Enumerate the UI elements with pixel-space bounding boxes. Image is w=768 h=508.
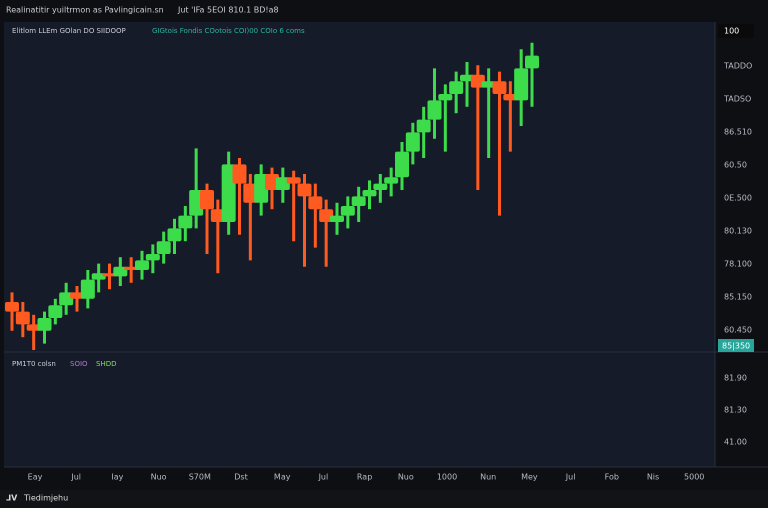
time-label: Fob xyxy=(605,473,619,482)
candle-body xyxy=(330,215,344,222)
header-title: Realinatitir yuiltrmon as Pavlingicain.s… xyxy=(6,6,164,15)
candle-body xyxy=(514,68,529,101)
candle-body xyxy=(351,196,366,206)
candle-body xyxy=(167,228,182,242)
candle-body xyxy=(340,206,355,216)
candle-body xyxy=(460,74,474,82)
candle-body xyxy=(5,302,19,312)
candle-body xyxy=(243,183,258,203)
price-label: TADDO xyxy=(723,62,752,71)
price-label: 60.450 xyxy=(724,326,752,335)
time-label: Iay xyxy=(111,473,123,482)
time-label: Nun xyxy=(480,473,496,482)
time-label: Nis xyxy=(647,473,659,482)
volume-axis-label: 81.30 xyxy=(724,406,747,415)
candle-body xyxy=(373,183,388,190)
candle-body xyxy=(254,174,269,203)
price-label: 80.130 xyxy=(724,227,752,236)
candle-body xyxy=(59,292,74,306)
header-info: Jut 'IFa 5EOI 810.1 BD!a8 xyxy=(177,6,279,15)
candle-body xyxy=(275,177,290,190)
legend-studies: GIGtois Fondis COotois COI)00 COIo 6 com… xyxy=(152,27,305,35)
candle-body xyxy=(265,174,279,190)
candle-body xyxy=(80,279,95,299)
footer-bar xyxy=(0,490,768,508)
candle-body xyxy=(416,119,431,133)
time-label: Jul xyxy=(565,473,576,482)
candle-body xyxy=(481,81,496,88)
time-label: Jul xyxy=(318,473,329,482)
candle-body xyxy=(470,74,485,88)
candle-body xyxy=(362,190,377,197)
top-price: 100 xyxy=(724,27,739,36)
price-label: 86.510 xyxy=(724,128,752,137)
candle-body xyxy=(91,273,106,280)
price-label: 85.150 xyxy=(724,293,752,302)
candle-body xyxy=(113,266,128,277)
candle-body xyxy=(210,209,225,222)
time-label: 5000 xyxy=(684,473,704,482)
price-label: 60.50 xyxy=(724,161,747,170)
time-label: Nuo xyxy=(398,473,414,482)
candle-body xyxy=(48,305,63,318)
candle-body xyxy=(395,151,409,178)
candle-body xyxy=(221,164,236,222)
candle-body xyxy=(286,177,301,184)
time-label: May xyxy=(274,473,291,482)
candle-body xyxy=(135,260,149,270)
time-label: Eay xyxy=(28,473,43,482)
time-label: Nuo xyxy=(151,473,167,482)
volume-value-a: SOIO xyxy=(70,360,88,368)
candle-body xyxy=(189,190,204,216)
candle-body xyxy=(427,100,442,120)
volume-axis-label: 81.90 xyxy=(724,374,747,383)
candle-body xyxy=(525,55,539,69)
time-label: Dst xyxy=(234,473,247,482)
last-price: 85|350 xyxy=(722,342,750,351)
chart-area xyxy=(4,22,715,467)
candle-body xyxy=(405,132,420,152)
candle-body xyxy=(308,196,323,210)
candle-body xyxy=(449,81,464,94)
candle-body xyxy=(178,215,193,229)
price-label: 0E.500 xyxy=(724,194,752,203)
footer-logo: ⅃ᐯ xyxy=(6,494,18,503)
candle-body xyxy=(70,292,84,299)
volume-label: PM1T0 colsn xyxy=(12,360,56,368)
candle-body xyxy=(15,311,30,325)
candle-body xyxy=(26,324,41,331)
candle-body xyxy=(200,190,214,210)
time-label: Jul xyxy=(70,473,81,482)
candle-body xyxy=(438,94,453,101)
candle-body xyxy=(384,177,399,184)
candle-body xyxy=(297,183,312,197)
last-price-box xyxy=(718,339,754,352)
candle-body xyxy=(232,164,247,184)
price-label: TADSO xyxy=(723,95,751,104)
time-label: 1000 xyxy=(437,473,457,482)
price-label: 78.100 xyxy=(724,260,752,269)
footer-brand: Tiedimjehu xyxy=(23,494,68,503)
candle-body xyxy=(492,81,507,94)
legend-symbol: Elitlom LLEm GOlan DO SIIDOOP xyxy=(12,27,126,35)
candle-body xyxy=(145,254,160,261)
candle-body xyxy=(102,273,117,277)
candle-body xyxy=(37,318,52,331)
candle-body xyxy=(503,94,518,101)
time-label: Rap xyxy=(357,473,372,482)
top-price-box xyxy=(718,24,754,38)
time-label: Mey xyxy=(521,473,538,482)
candle-body xyxy=(319,209,334,222)
candle-body xyxy=(124,266,139,270)
volume-value-b: SHDD xyxy=(96,360,117,368)
candle-body xyxy=(156,241,171,254)
time-label: S70M xyxy=(189,473,211,482)
volume-axis-label: 41.00 xyxy=(724,438,747,447)
